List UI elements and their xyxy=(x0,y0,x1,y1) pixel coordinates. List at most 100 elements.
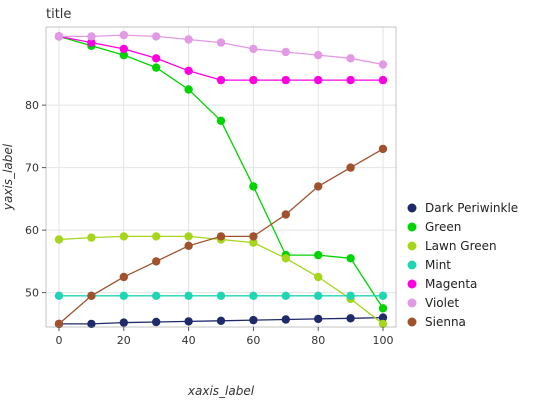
y-axis-ticks: 50 60 70 80 xyxy=(25,99,46,300)
plot-area xyxy=(45,26,397,329)
point-magenta xyxy=(314,75,323,85)
legend-item-dark-periwinkle: Dark Periwinkle xyxy=(407,201,518,215)
point-dark-periwinkle xyxy=(119,318,128,327)
point-magenta xyxy=(249,75,258,85)
point-magenta xyxy=(152,54,161,63)
y-tick-label: 70 xyxy=(25,162,39,175)
point-magenta xyxy=(346,75,355,85)
point-lawn-green xyxy=(184,232,193,241)
legend-marker xyxy=(407,260,417,270)
point-lawn-green xyxy=(152,232,161,241)
legend-label: Magenta xyxy=(425,277,477,291)
point-mint xyxy=(314,291,323,300)
x-tick-label: 80 xyxy=(311,334,325,347)
legend-marker xyxy=(407,298,417,308)
point-violet xyxy=(152,32,161,41)
x-axis-title: xaxis_label xyxy=(187,384,255,398)
point-dark-periwinkle xyxy=(184,317,193,326)
x-tick-label: 0 xyxy=(55,334,62,347)
point-lawn-green xyxy=(378,319,388,329)
point-violet xyxy=(87,32,96,41)
legend-label: Green xyxy=(425,220,461,234)
point-sienna xyxy=(281,210,290,219)
point-violet xyxy=(119,30,128,40)
series-dark-periwinkle xyxy=(54,313,388,329)
point-green xyxy=(119,50,128,60)
plot-border xyxy=(45,26,397,328)
legend-label: Dark Periwinkle xyxy=(425,201,518,215)
point-green xyxy=(346,254,355,263)
point-green xyxy=(184,85,193,94)
plot-panel xyxy=(46,27,396,327)
point-violet xyxy=(314,50,323,60)
legend-label: Violet xyxy=(425,296,459,310)
point-green xyxy=(216,116,226,126)
legend-item-magenta: Magenta xyxy=(407,277,477,291)
legend-item-violet: Violet xyxy=(407,296,459,310)
point-lawn-green xyxy=(314,272,323,282)
y-tick-label: 80 xyxy=(25,99,39,112)
point-sienna xyxy=(216,232,226,241)
x-tick-label: 60 xyxy=(246,334,260,347)
point-mint xyxy=(119,291,128,300)
y-tick-label: 60 xyxy=(25,224,39,237)
point-magenta xyxy=(119,44,128,54)
point-dark-periwinkle xyxy=(152,317,161,327)
grid-lines xyxy=(46,27,396,327)
point-violet xyxy=(249,44,258,54)
point-violet xyxy=(184,35,193,44)
point-violet xyxy=(346,54,355,63)
point-lawn-green xyxy=(119,232,128,241)
point-mint xyxy=(346,291,355,300)
point-mint xyxy=(249,291,258,300)
point-sienna xyxy=(119,272,128,282)
point-dark-periwinkle xyxy=(314,314,323,324)
legend-label: Lawn Green xyxy=(425,239,497,253)
point-magenta xyxy=(184,66,193,76)
point-sienna xyxy=(249,232,258,241)
legend-item-lawn-green: Lawn Green xyxy=(407,239,497,253)
point-sienna xyxy=(378,144,388,154)
legend-marker xyxy=(407,317,417,327)
point-mint xyxy=(378,291,388,300)
chart-title: title xyxy=(46,7,71,22)
point-sienna xyxy=(184,241,193,250)
legend-marker xyxy=(407,241,417,251)
point-magenta xyxy=(87,38,96,47)
y-axis-title: yaxis_label xyxy=(1,143,15,211)
x-tick-label: 40 xyxy=(182,334,196,347)
legend-marker xyxy=(407,222,417,232)
point-violet xyxy=(54,32,64,41)
series-sienna xyxy=(54,144,388,329)
series-violet xyxy=(54,30,388,69)
x-tick-label: 100 xyxy=(373,334,394,347)
point-lawn-green xyxy=(249,238,258,247)
legend: Dark Periwinkle Green Lawn Green Mint Magent… xyxy=(407,201,518,329)
point-sienna xyxy=(346,163,355,172)
point-mint xyxy=(54,291,64,300)
point-dark-periwinkle xyxy=(346,314,355,323)
point-violet xyxy=(216,38,226,47)
point-sienna xyxy=(87,291,96,300)
legend-item-sienna: Sienna xyxy=(407,315,466,329)
point-dark-periwinkle xyxy=(216,316,226,325)
point-lawn-green xyxy=(54,235,64,244)
y-tick-label: 50 xyxy=(25,287,39,300)
point-mint xyxy=(281,291,290,300)
point-green xyxy=(249,182,258,191)
point-dark-periwinkle xyxy=(378,313,388,322)
legend-marker xyxy=(407,203,417,213)
x-tick-label: 20 xyxy=(117,334,131,347)
point-magenta xyxy=(216,75,226,85)
legend-item-mint: Mint xyxy=(407,258,451,272)
legend-item-green: Green xyxy=(407,220,461,234)
point-violet xyxy=(281,47,290,57)
point-violet xyxy=(378,60,388,69)
point-mint xyxy=(152,291,161,300)
series-layer xyxy=(54,30,388,329)
point-mint xyxy=(216,291,226,300)
point-mint xyxy=(184,291,193,300)
point-lawn-green xyxy=(87,233,96,242)
point-magenta xyxy=(281,75,290,85)
